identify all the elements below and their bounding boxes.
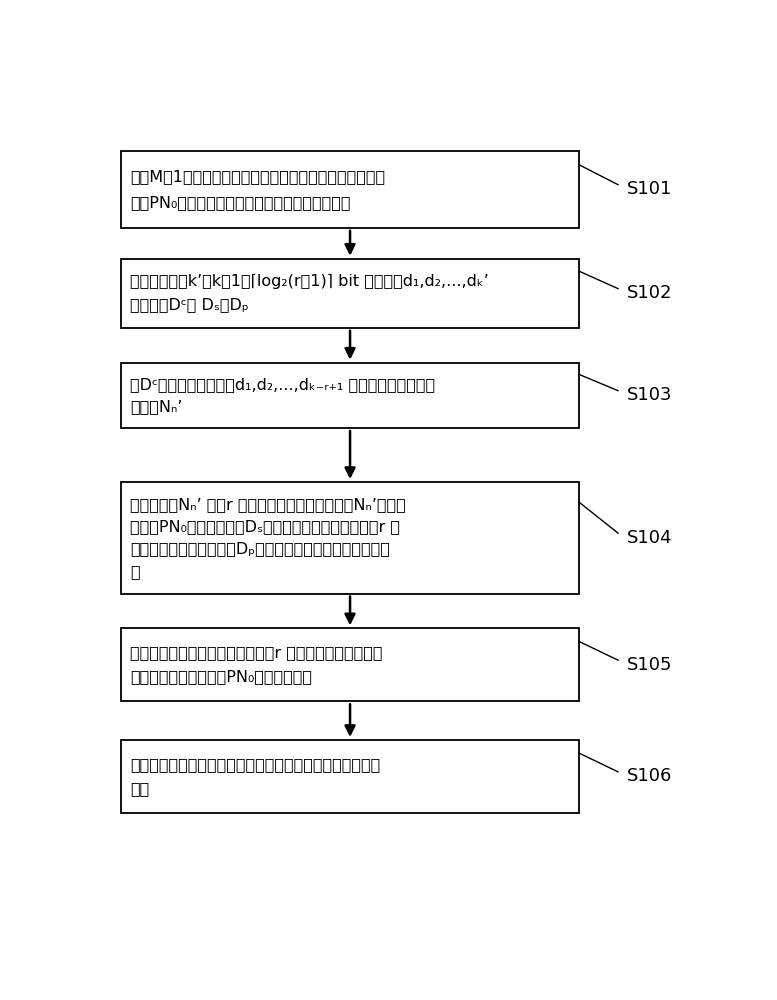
Bar (121, 363, 579, 428)
Bar (121, 151, 579, 228)
Text: S104: S104 (627, 529, 673, 547)
Text: 根据参考值Nₙ’ 选择r 个比较序列，并根据参考值Nₙ’确定参: 根据参考值Nₙ’ 选择r 个比较序列，并根据参考值Nₙ’确定参 (131, 497, 406, 512)
Text: S103: S103 (627, 386, 673, 404)
Text: 将系统输入的k’＝k＋1＋⌈log₂(r＋1)⌉ bit 通信数据d₁,d₂,...,dₖ’: 将系统输入的k’＝k＋1＋⌈log₂(r＋1)⌉ bit 通信数据d₁,d₂,.… (131, 274, 489, 289)
Bar (121, 259, 579, 328)
Text: S105: S105 (627, 656, 673, 674)
Text: 列: 列 (131, 564, 140, 579)
Text: S106: S106 (627, 767, 672, 785)
Text: 比较序列的极性，并根据Dₚ段对应的通信数据确定待加权序: 比较序列的极性，并根据Dₚ段对应的通信数据确定待加权序 (131, 541, 390, 556)
Text: 收端: 收端 (131, 781, 149, 796)
Text: 对组合序列进行数字调制，发送数字调制后的组合序列至接: 对组合序列进行数字调制，发送数字调制后的组合序列至接 (131, 757, 381, 772)
Text: 生成M＋1个备选伪随机序列，选取一个序列作为参考序列: 生成M＋1个备选伪随机序列，选取一个序列作为参考序列 (131, 169, 385, 184)
Text: 参考值Nₙ’: 参考值Nₙ’ (131, 399, 183, 414)
Bar (121, 628, 579, 701)
Text: S102: S102 (627, 284, 673, 302)
Text: 分为三段Dᶜ、 Dₛ和Dₚ: 分为三段Dᶜ、 Dₛ和Dₚ (131, 297, 249, 312)
Text: 累加，并叠加参考序列PN₀得到组合序列: 累加，并叠加参考序列PN₀得到组合序列 (131, 669, 312, 684)
Bar (121, 482, 579, 594)
Text: 记为PN₀，其余序列作为比较序列并进行顺序编号: 记为PN₀，其余序列作为比较序列并进行顺序编号 (131, 195, 350, 210)
Text: 对待加权序列进行加权处理后，对r 个比较序列进行带极性: 对待加权序列进行加权处理后，对r 个比较序列进行带极性 (131, 645, 383, 660)
Text: 考序列PN₀的极性，根据Dₛ段对应的通信数据分别确定r 个: 考序列PN₀的极性，根据Dₛ段对应的通信数据分别确定r 个 (131, 519, 400, 534)
Bar (121, 740, 579, 813)
Text: 对Dᶜ段对应的通信数据d₁,d₂,...,dₖ₋ᵣ₊₁ 进行十进制转换确定: 对Dᶜ段对应的通信数据d₁,d₂,...,dₖ₋ᵣ₊₁ 进行十进制转换确定 (131, 377, 435, 392)
Text: S101: S101 (627, 180, 672, 198)
